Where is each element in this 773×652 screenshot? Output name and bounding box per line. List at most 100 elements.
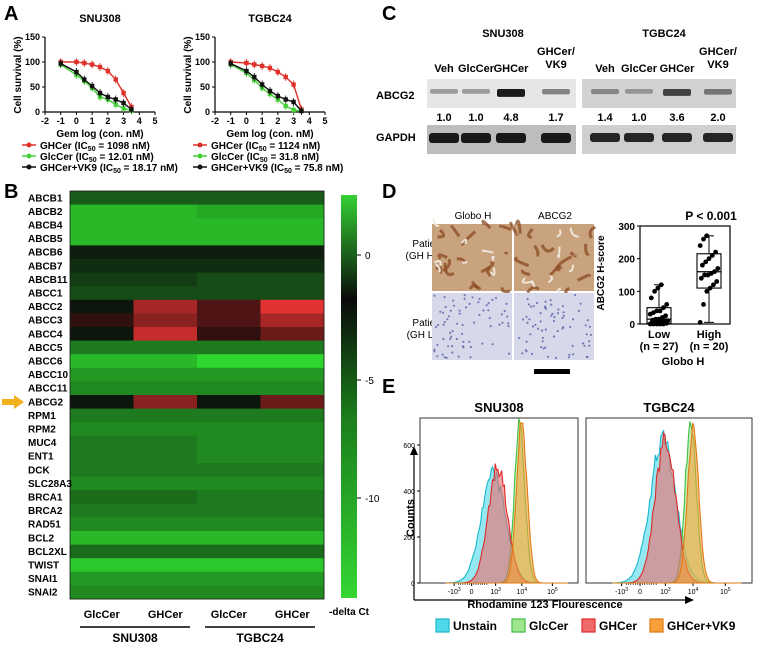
heatmap-cell [70, 435, 134, 450]
data-point [697, 320, 703, 325]
x-tick-label: 103 [490, 587, 501, 596]
lane-label: GlcCer [458, 63, 495, 75]
heatmap-cell [197, 354, 261, 369]
data-point [661, 305, 666, 311]
heatmap-cell [133, 231, 198, 246]
heatmap-cell [197, 435, 261, 450]
legend-entry: GHCer (IC50 = 1098 nM) [22, 141, 150, 153]
heatmap-cell [70, 463, 134, 477]
heatmap-cell [133, 259, 198, 273]
band [624, 133, 654, 142]
data-point [664, 302, 670, 307]
data-point [244, 68, 249, 74]
heatmap-row-label: DCK [28, 465, 50, 476]
plot-frame [639, 225, 731, 325]
data-point [704, 288, 710, 294]
heatmap-group-label: TGBC24 [236, 631, 284, 645]
data-point [89, 83, 95, 89]
heatmap-cell [260, 531, 325, 545]
x-tick-label: 3 [121, 116, 126, 126]
heatmap-cell [260, 558, 325, 573]
heatmap-cell [260, 408, 325, 423]
legend-label: Unstain [453, 619, 497, 633]
heatmap-cell [133, 517, 198, 532]
stain-header: Globo H [455, 211, 492, 222]
heatmap-cell [133, 218, 198, 233]
data-point [653, 316, 659, 322]
heatmap-cell [260, 435, 325, 450]
data-point [648, 295, 654, 301]
data-point [283, 74, 288, 80]
x-tick-label: 0 [74, 116, 79, 126]
x-tick-label: 104 [517, 587, 528, 596]
heatmap-cell [197, 395, 261, 409]
legend-entry: GHCer+VK9 [649, 618, 736, 633]
y-tick-label: 150 [195, 32, 210, 42]
panel-label-c: C [382, 3, 396, 25]
data-point [244, 60, 249, 66]
band-quantification: 3.6 [669, 112, 684, 124]
data-point [291, 82, 296, 87]
heatmap-row-label: MUC4 [28, 438, 57, 449]
heatmap-cell [70, 517, 134, 532]
x-tick-label: 103 [660, 587, 671, 596]
y-tick-label: 200 [403, 535, 415, 542]
legend-label: GHCer+VK9 [667, 619, 736, 633]
data-point [707, 285, 713, 291]
heatmap-cell [197, 571, 261, 586]
y-tick-label: 300 [618, 222, 635, 233]
heatmap-cell [260, 490, 325, 505]
heatmap-cell [197, 231, 261, 246]
heatmap-cell [197, 449, 261, 464]
y-tick-label: 600 [403, 443, 415, 450]
heatmap-cell [70, 218, 134, 233]
heatmap-cell [197, 367, 261, 382]
heatmap-cell [70, 585, 134, 600]
histogram-title: TGBC24 [643, 400, 695, 415]
chart-title: SNU308 [79, 13, 121, 25]
heatmap-cell [260, 449, 325, 464]
x-tick-label: -1 [57, 116, 65, 126]
x-tick-label: 5 [152, 116, 157, 126]
band [625, 89, 653, 94]
y-tick-label: 200 [618, 255, 635, 266]
heatmap-cell [70, 476, 134, 491]
heatmap-cell [133, 272, 198, 287]
svg-text:GlcCer (IC50 = 12.01 nM): GlcCer (IC50 = 12.01 nM) [40, 152, 154, 164]
heatmap-cell [260, 272, 325, 287]
x-axis-label: Gem log (con. nM) [226, 129, 313, 140]
heatmap-cell [260, 571, 325, 586]
legend-entry: GHCer+VK9 (IC50 = 75.8 nM) [193, 163, 343, 175]
data-point [105, 68, 111, 74]
heatmap-cell [133, 313, 198, 328]
heatmap-row-label: ABCG2 [28, 397, 63, 408]
data-point [283, 103, 288, 109]
western-blot: SNU308 TGBC24 ABCG2 GAPDH Veh GlcCer GHCer… [376, 28, 737, 154]
data-point [704, 233, 710, 239]
heatmap-cell [260, 463, 325, 477]
heatmap-cell [197, 476, 261, 491]
x-axis-label: Gem log (con. nM) [56, 129, 143, 140]
colorbar-label: -delta Ct [329, 607, 370, 618]
data-point [121, 100, 126, 106]
heatmap-cell [260, 313, 325, 328]
heatmap-cell [70, 381, 134, 396]
heatmap-row-label: SNAI2 [28, 588, 58, 599]
legend-entry: GHCer (IC50 = 1124 nM) [193, 141, 320, 153]
heatmap-row-label: ABCB4 [28, 221, 63, 232]
heatmap-cell [133, 449, 198, 464]
heatmap-cell [133, 204, 198, 219]
heatmap-row-label: ENT1 [28, 452, 54, 463]
colorbar: 0 -5 -10 -delta Ct [329, 195, 380, 618]
heatmap-cell [133, 367, 198, 382]
y-axis-label: Cell survival (%) [13, 36, 24, 113]
data-point [228, 61, 233, 66]
heatmap-row-label: ABCB2 [28, 207, 63, 218]
band [590, 133, 620, 142]
data-point [706, 256, 712, 262]
heatmap-cell [70, 299, 134, 314]
x-tick-label: -2 [41, 116, 49, 126]
heatmap-cell [133, 558, 198, 573]
heatmap-cell [197, 204, 261, 219]
legend-entry: GHCer [581, 618, 637, 633]
